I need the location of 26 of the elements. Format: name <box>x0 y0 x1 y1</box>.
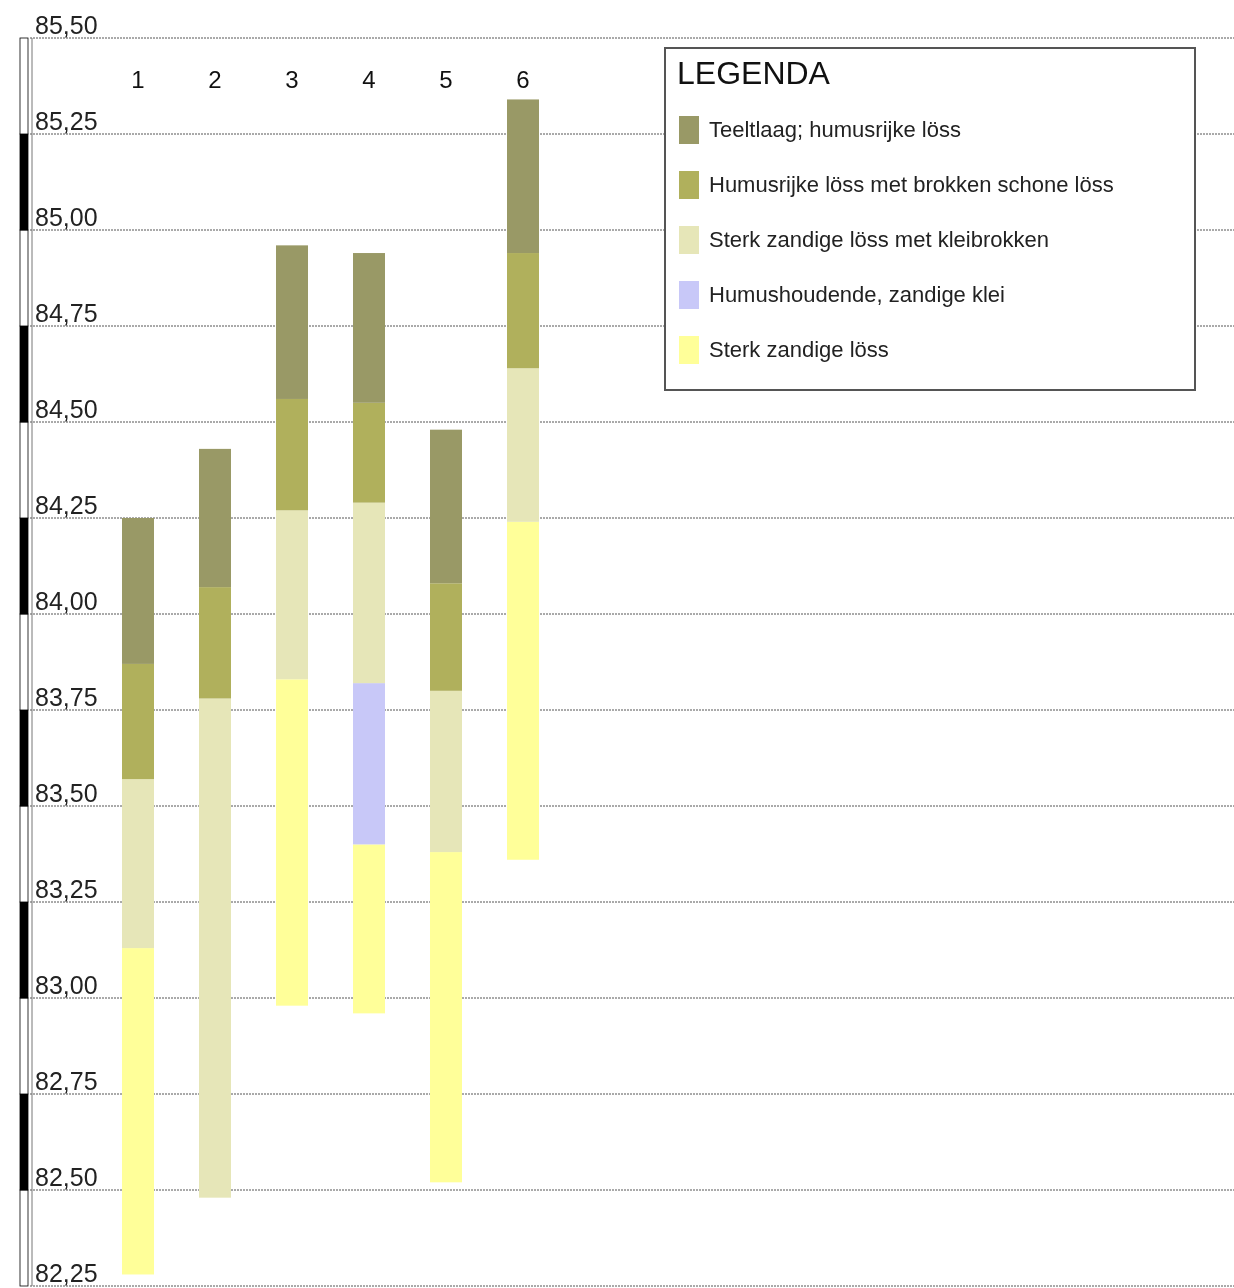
y-tick-label: 83,75 <box>35 683 98 711</box>
x-tick-label: 4 <box>362 66 376 93</box>
y-tick-label: 83,50 <box>35 779 98 807</box>
y-tick-label: 84,25 <box>35 491 98 519</box>
legend-label: Teeltlaag; humusrijke löss <box>709 117 961 142</box>
legend-label: Humusrijke löss met brokken schone löss <box>709 172 1114 197</box>
x-tick-label: 6 <box>516 66 530 93</box>
x-tick-label: 1 <box>131 66 145 93</box>
x-tick-label: 5 <box>439 66 453 93</box>
y-tick-label: 84,00 <box>35 587 98 615</box>
legend-label: Humushoudende, zandige klei <box>709 282 1005 307</box>
x-tick-label: 3 <box>285 66 299 93</box>
y-tick-label: 83,25 <box>35 875 98 903</box>
y-tick-label: 82,75 <box>35 1067 98 1095</box>
y-tick-label: 83,00 <box>35 971 98 999</box>
legend-label: Sterk zandige löss met kleibrokken <box>709 227 1049 252</box>
y-tick-label: 85,25 <box>35 107 98 135</box>
y-tick-label: 82,25 <box>35 1259 98 1287</box>
x-tick-label: 2 <box>208 66 222 93</box>
y-tick-label: 84,50 <box>35 395 98 423</box>
y-tick-label: 85,00 <box>35 203 98 231</box>
y-tick-label: 85,50 <box>35 11 98 39</box>
legend-label: Sterk zandige löss <box>709 337 889 362</box>
legend-title: LEGENDA <box>677 55 831 91</box>
y-tick-label: 84,75 <box>35 299 98 327</box>
y-tick-label: 82,50 <box>35 1163 98 1191</box>
